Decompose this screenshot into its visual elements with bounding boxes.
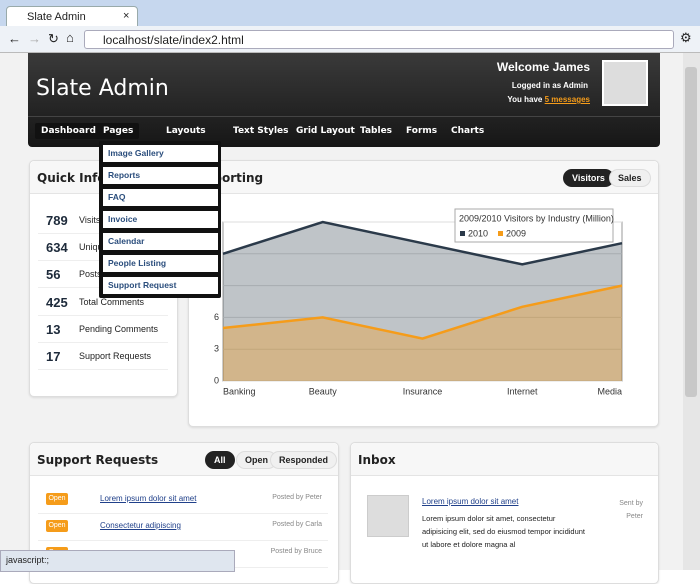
stat-label: Posts [79, 269, 102, 280]
stat-label: Support Requests [79, 351, 152, 361]
status-badge: Open [46, 520, 68, 532]
tab-title: Slate Admin [27, 11, 86, 23]
sender-avatar [367, 495, 409, 537]
toolbar: ← → ↻ ⌂ localhost/slate/index2.html ⚙ [0, 26, 700, 53]
messages-prefix: You have [507, 95, 543, 104]
forward-button[interactable]: → [28, 31, 41, 46]
nav-item[interactable]: Tables [360, 126, 393, 136]
home-button[interactable]: ⌂ [66, 30, 74, 45]
stat-divider [38, 341, 168, 343]
filter-button[interactable]: Responded [270, 451, 338, 469]
stat-value: 789 [46, 213, 68, 228]
request-poster: Posted by Peter [272, 494, 322, 501]
stat-value: 425 [46, 294, 68, 310]
stat-label: Pending Comments [79, 323, 159, 334]
site-title: Slate Admin [36, 76, 169, 101]
dropdown-item[interactable]: Image Gallery [103, 145, 218, 162]
stat-value: 13 [46, 321, 61, 337]
dropdown-item[interactable]: FAQ [103, 189, 218, 206]
status-bar: javascript:; [0, 550, 235, 572]
dropdown-item[interactable]: Reports [103, 167, 218, 184]
nav-item[interactable]: Layouts [166, 126, 206, 136]
messages-link[interactable]: 5 messages [544, 95, 590, 104]
stat-label: Total Comments [79, 296, 145, 307]
stat-divider [38, 369, 168, 370]
nav-item[interactable]: Forms [406, 126, 438, 136]
stat-label: Visits [79, 215, 101, 225]
panel-title: Inbox [358, 453, 396, 467]
scroll-thumb[interactable] [685, 67, 697, 397]
tab-sales[interactable]: Sales [609, 169, 651, 187]
stat-divider [38, 314, 168, 316]
status-badge: Open [46, 493, 68, 505]
dropdown-item[interactable]: People Listing [103, 255, 218, 272]
nav-item[interactable]: Grid Layout [296, 126, 355, 136]
welcome: Welcome James [496, 60, 590, 74]
stat-value: 56 [46, 267, 61, 283]
scrollbar[interactable] [683, 53, 700, 570]
message-subject[interactable]: Lorem ipsum dolor sit amet [422, 497, 519, 506]
nav-divider [28, 116, 660, 117]
stat-value: 17 [46, 349, 61, 364]
address-bar[interactable]: localhost/slate/index2.html [84, 30, 674, 49]
request-subject[interactable]: Lorem ipsum dolor sit amet [100, 494, 197, 503]
nav-item[interactable]: Charts [451, 126, 485, 136]
nav-item[interactable]: Text Styles [233, 126, 289, 136]
request-poster: Posted by Bruce [270, 548, 322, 555]
url: localhost/slate/index2.html [103, 33, 244, 47]
request-poster: Posted by Carla [272, 521, 322, 528]
back-button[interactable]: ← [8, 31, 21, 46]
avatar [602, 60, 648, 106]
chart-panel: Reporting Visitors Sales [188, 160, 659, 427]
inbox-panel: Inbox Lorem ipsum dolor sit amet Lorem i… [350, 442, 659, 584]
reload-button[interactable]: ↻ [48, 31, 59, 46]
row-divider [38, 540, 328, 541]
request-subject[interactable]: Consectetur adipiscing [100, 521, 181, 530]
logged-in: Logged in as Admin [511, 81, 588, 90]
filter-button[interactable]: All [205, 451, 235, 469]
dropdown-item[interactable]: Support Request [103, 277, 218, 294]
panel-header [351, 443, 658, 476]
tab-visitors[interactable]: Visitors [563, 169, 614, 187]
row-divider [38, 513, 328, 514]
message-body: Lorem ipsum dolor sit amet, consectetur … [422, 514, 586, 549]
messages: You have 5 messages [440, 95, 590, 104]
dropdown-item[interactable]: Invoice [103, 211, 218, 228]
menu-button[interactable]: ⚙ [680, 30, 692, 45]
nav-item[interactable]: Pages [97, 123, 140, 139]
stat-value: 634 [46, 240, 68, 256]
nav-item[interactable]: Dashboard [35, 123, 102, 139]
message-sender: Sent by Peter [619, 500, 643, 520]
status-text: javascript:; [6, 555, 50, 565]
tab-close[interactable]: × [123, 10, 130, 22]
dropdown-item[interactable]: Calendar [103, 233, 218, 250]
tab[interactable]: Slate Admin × [6, 6, 138, 28]
panel-title: Support Requests [37, 453, 159, 467]
panel-title: Quick Info [37, 171, 106, 185]
